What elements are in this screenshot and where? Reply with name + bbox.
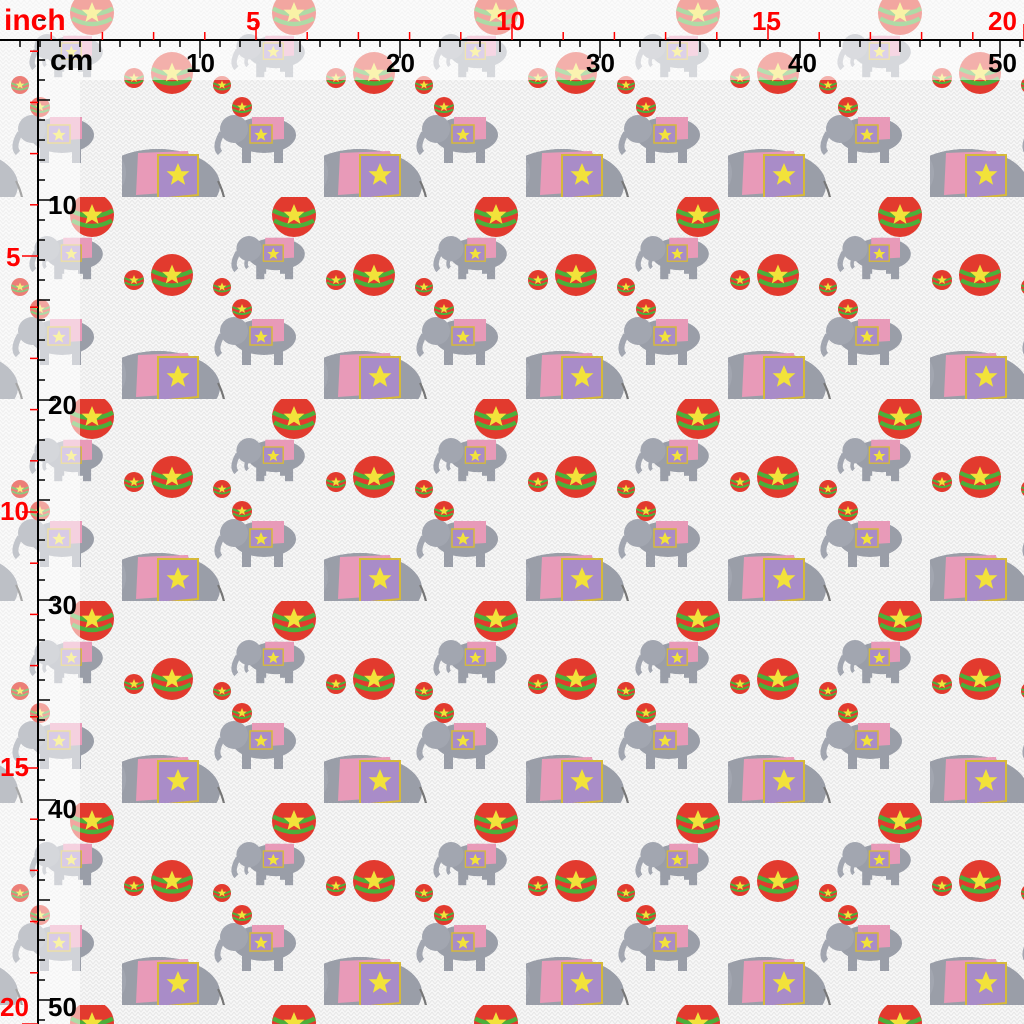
fabric-pattern xyxy=(0,0,1024,1024)
